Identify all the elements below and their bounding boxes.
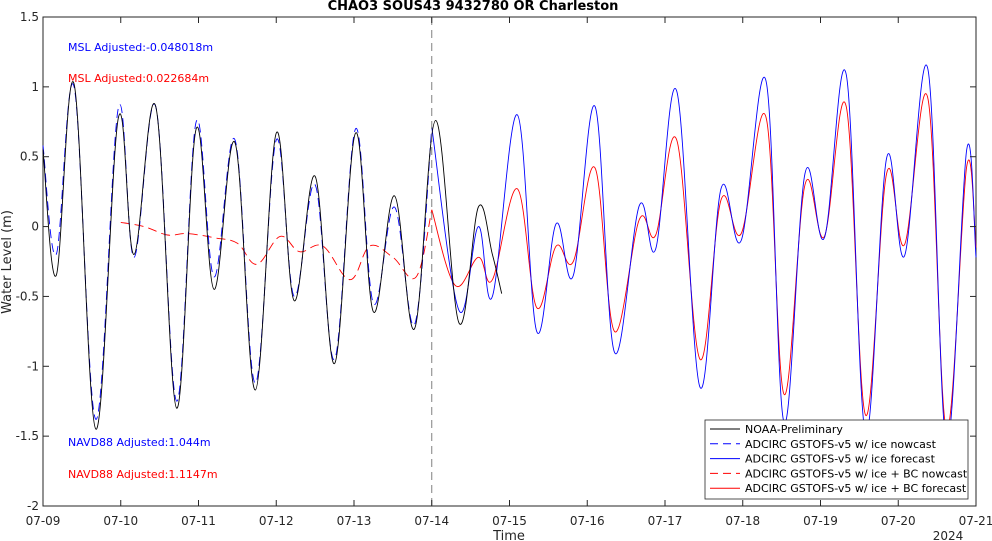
x-tick-label: 07-15 xyxy=(492,514,527,528)
x-tick-label: 07-16 xyxy=(570,514,605,528)
y-tick-label: 0 xyxy=(31,220,39,234)
x-tick-label: 07-10 xyxy=(103,514,138,528)
y-tick-label: -1 xyxy=(27,359,39,373)
annotation-navd88-blue: NAVD88 Adjusted:1.044m xyxy=(68,436,211,449)
y-tick-label: 1.5 xyxy=(20,10,39,24)
y-tick-label: -2 xyxy=(27,499,39,513)
legend-label-3: ADCIRC GSTOFS-v5 w/ ice forecast xyxy=(745,453,936,466)
y-axis-ticks: 1.5 1 0.5 0 -0.5 -1 -1.5 -2 xyxy=(16,10,976,513)
y-tick-label: -0.5 xyxy=(16,289,39,303)
x-tick-label: 07-12 xyxy=(259,514,294,528)
legend-box xyxy=(704,419,969,500)
annotations: MSL Adjusted:-0.048018m MSL Adjusted:0.0… xyxy=(68,41,218,481)
x-tick-label: 07-11 xyxy=(181,514,216,528)
series-line-4 xyxy=(120,209,433,281)
annotation-navd88-red: NAVD88 Adjusted:1.1147m xyxy=(68,468,218,481)
x-tick-label: 07-09 xyxy=(26,514,61,528)
x-tick-label: 07-19 xyxy=(803,514,838,528)
x-tick-label: 07-17 xyxy=(648,514,683,528)
x-tick-label: 07-13 xyxy=(337,514,372,528)
y-tick-label: 0.5 xyxy=(20,150,39,164)
y-axis-title: Water Level (m) xyxy=(0,210,15,314)
x-tick-label: 07-21 xyxy=(959,514,992,528)
legend-label-2: ADCIRC GSTOFS-v5 w/ ice nowcast xyxy=(745,438,937,451)
x-tick-label: 07-14 xyxy=(414,514,449,528)
annotation-msl-red: MSL Adjusted:0.022684m xyxy=(68,72,209,85)
x-axis-ticks: 07-09 07-10 07-11 07-12 07-13 07-14 07-15 07-16… xyxy=(26,17,992,528)
x-axis-title: Time xyxy=(492,529,525,541)
x-tick-label: 07-18 xyxy=(725,514,760,528)
legend: NOAA-Preliminary ADCIRC GSTOFS-v5 w/ ice … xyxy=(704,419,969,500)
series-layer xyxy=(42,64,977,444)
plot-area xyxy=(42,16,977,507)
annotation-msl-blue: MSL Adjusted:-0.048018m xyxy=(68,41,213,54)
series-line-1 xyxy=(42,81,503,430)
x-tick-label: 07-20 xyxy=(881,514,916,528)
series-line-2 xyxy=(42,83,433,420)
legend-label-1: NOAA-Preliminary xyxy=(745,423,843,436)
legend-label-4: ADCIRC GSTOFS-v5 w/ ice + BC nowcast xyxy=(745,467,968,480)
series-line-3 xyxy=(431,64,977,444)
y-tick-label: 1 xyxy=(31,80,39,94)
y-tick-label: -1.5 xyxy=(16,429,39,443)
x-axis-year-label: 2024 xyxy=(933,529,964,541)
chart-title: CHAO3 SOUS43 9432780 OR Charleston xyxy=(328,0,619,14)
legend-label-5: ADCIRC GSTOFS-v5 w/ ice + BC forecast xyxy=(745,482,967,495)
